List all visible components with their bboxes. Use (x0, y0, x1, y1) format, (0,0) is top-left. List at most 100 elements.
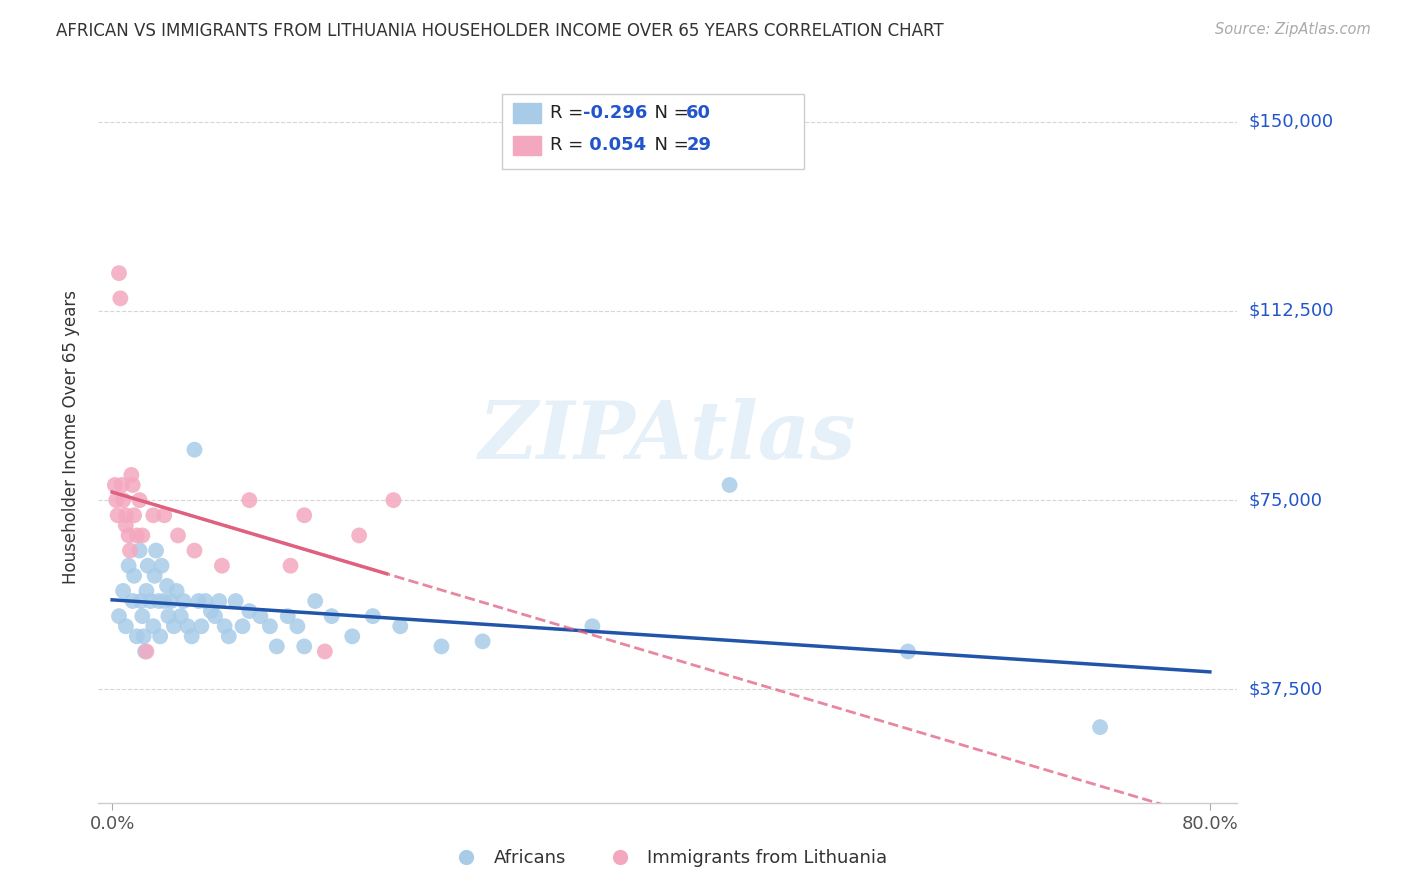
Point (259, 619, 281, 633)
Point (121, 478, 143, 492)
Point (142, 508, 165, 523)
Point (131, 609, 153, 624)
Text: AFRICAN VS IMMIGRANTS FROM LITHUANIA HOUSEHOLDER INCOME OVER 65 YEARS CORRELATIO: AFRICAN VS IMMIGRANTS FROM LITHUANIA HOU… (56, 22, 943, 40)
Point (160, 594, 183, 608)
Text: 0.054: 0.054 (583, 136, 647, 154)
Point (180, 629, 202, 643)
Point (111, 478, 134, 492)
Point (287, 619, 309, 633)
Point (277, 609, 299, 624)
Text: $75,000: $75,000 (1249, 491, 1323, 509)
Point (128, 543, 150, 558)
Text: Source: ZipAtlas.com: Source: ZipAtlas.com (1215, 22, 1371, 37)
Text: ZIPAtlas: ZIPAtlas (479, 399, 856, 475)
Point (342, 629, 364, 643)
Point (131, 528, 153, 542)
Point (134, 644, 156, 658)
Point (280, 558, 302, 573)
Point (148, 594, 170, 608)
Point (153, 508, 176, 523)
Point (1088, 720, 1111, 734)
Point (187, 594, 209, 608)
Point (194, 594, 217, 608)
Point (238, 493, 260, 508)
Point (183, 442, 205, 457)
Point (117, 528, 139, 542)
Point (200, 604, 222, 618)
Point (128, 493, 150, 508)
Point (105, 493, 128, 508)
Point (718, 478, 741, 492)
Point (122, 508, 145, 523)
Point (120, 467, 142, 482)
Y-axis label: Householder Income Over 65 years: Householder Income Over 65 years (62, 290, 80, 584)
Point (292, 640, 315, 654)
Point (149, 629, 172, 643)
Point (361, 609, 384, 624)
Point (170, 609, 193, 624)
Point (136, 558, 159, 573)
Point (150, 558, 173, 573)
Point (139, 594, 162, 608)
Text: -0.296: -0.296 (583, 104, 648, 122)
Point (115, 508, 138, 523)
Point (292, 508, 315, 523)
Point (108, 609, 131, 624)
Point (231, 619, 253, 633)
Text: 29: 29 (686, 136, 711, 154)
Point (266, 640, 288, 654)
Text: R =: R = (550, 104, 589, 122)
Point (156, 579, 179, 593)
Point (157, 609, 180, 624)
Point (238, 604, 260, 618)
Point (190, 619, 212, 633)
Point (214, 619, 236, 633)
Point (153, 594, 176, 608)
Legend: Africans, Immigrants from Lithuania: Africans, Immigrants from Lithuania (441, 842, 894, 874)
Point (166, 583, 188, 598)
Point (125, 629, 148, 643)
Point (347, 528, 370, 542)
Point (218, 629, 240, 643)
Point (225, 594, 247, 608)
Point (132, 629, 155, 643)
Point (112, 583, 135, 598)
Point (389, 619, 412, 633)
Text: N =: N = (643, 104, 695, 122)
Point (897, 644, 920, 658)
Point (183, 543, 205, 558)
Point (173, 594, 195, 608)
Point (115, 619, 138, 633)
Point (163, 619, 186, 633)
Point (135, 644, 157, 658)
Point (143, 569, 166, 583)
Point (121, 594, 143, 608)
Point (204, 609, 226, 624)
Point (117, 558, 139, 573)
Text: $150,000: $150,000 (1249, 112, 1333, 131)
Text: $112,500: $112,500 (1249, 302, 1334, 320)
Text: R =: R = (550, 136, 589, 154)
Point (167, 528, 190, 542)
Point (321, 609, 343, 624)
Point (145, 543, 167, 558)
Point (142, 619, 165, 633)
Point (104, 478, 127, 492)
Point (249, 609, 271, 624)
Point (135, 583, 157, 598)
Point (125, 528, 148, 542)
Point (208, 594, 231, 608)
Text: N =: N = (643, 136, 695, 154)
Point (430, 640, 453, 654)
Point (314, 644, 336, 658)
Point (176, 619, 198, 633)
Point (110, 291, 132, 305)
Point (382, 493, 405, 508)
Text: 60: 60 (686, 104, 711, 122)
Point (107, 508, 129, 523)
Point (211, 558, 233, 573)
Point (581, 619, 603, 633)
Point (115, 518, 138, 533)
Point (112, 493, 135, 508)
Point (129, 594, 152, 608)
